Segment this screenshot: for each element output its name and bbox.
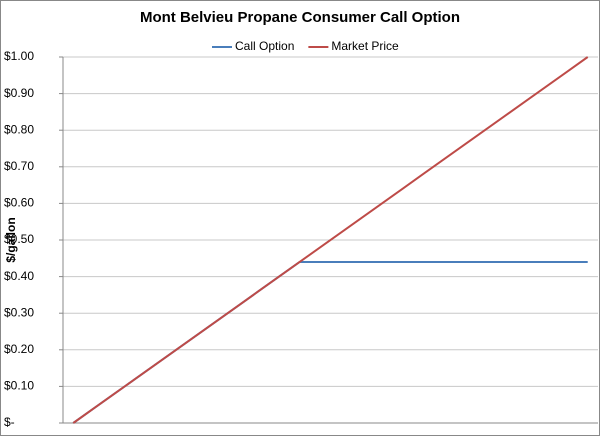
y-tick-label: $0.20 — [4, 342, 34, 356]
y-tick-label: $0.70 — [4, 159, 34, 173]
legend-label: Call Option — [235, 39, 294, 53]
y-axis-label: $/gallon — [4, 217, 18, 262]
y-tick-label: $0.10 — [4, 379, 34, 393]
y-tick-label: $0.30 — [4, 305, 34, 319]
y-tick-label: $- — [4, 415, 15, 429]
y-tick-label: $0.60 — [4, 196, 34, 210]
y-tick-label: $0.80 — [4, 122, 34, 136]
chart-title: Mont Belvieu Propane Consumer Call Optio… — [140, 9, 460, 26]
y-tick-label: $0.50 — [4, 232, 34, 246]
y-tick-label: $0.90 — [4, 86, 34, 100]
y-tick-label: $0.40 — [4, 269, 34, 283]
series-line — [72, 56, 589, 424]
legend-label: Market Price — [331, 39, 399, 53]
y-tick-label: $1.00 — [4, 49, 34, 63]
